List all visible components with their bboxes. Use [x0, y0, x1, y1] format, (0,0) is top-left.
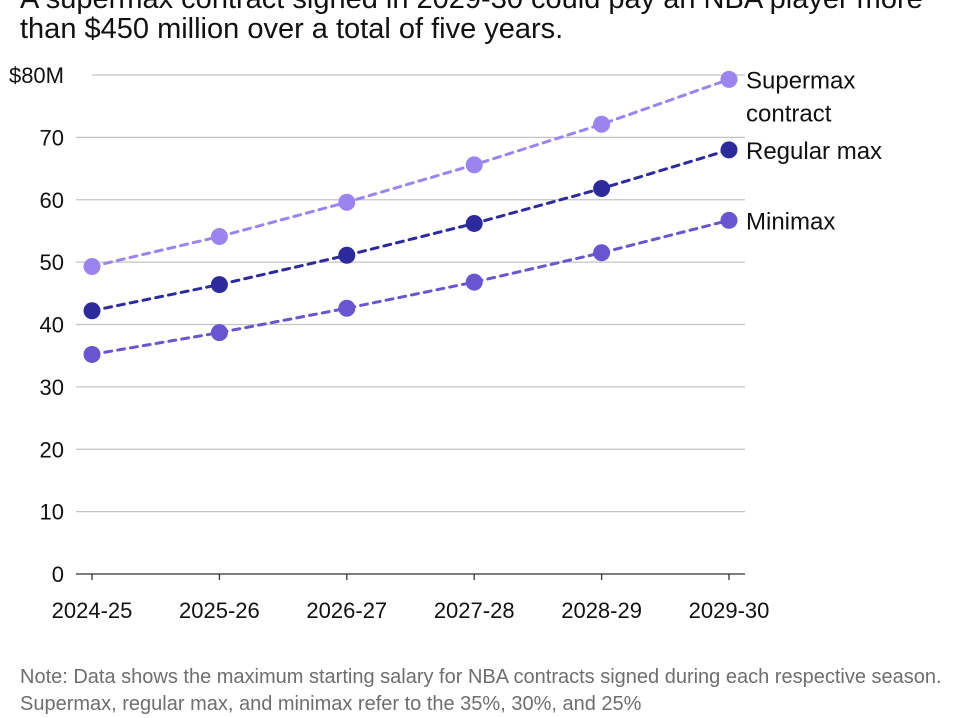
- chart-title: A supermax contract signed in 2029-30 co…: [20, 0, 923, 45]
- data-point: [83, 302, 101, 320]
- data-point: [465, 273, 483, 291]
- y-tick-label: 70: [40, 125, 64, 150]
- y-tick-label: 0: [52, 562, 64, 587]
- line-chart: 0 10 20 30 40 50 60 70 $80M 2024-25 2025-26 2026-27…: [9, 63, 882, 623]
- data-point: [338, 246, 356, 264]
- data-point: [593, 180, 611, 198]
- data-point: [465, 214, 483, 232]
- data-point: [83, 257, 101, 275]
- x-tick-label: 2024-25: [52, 598, 133, 623]
- data-point: [720, 70, 738, 88]
- data-point: [338, 299, 356, 317]
- y-tick-label: 60: [40, 188, 64, 213]
- legend-label: Supermax: [746, 67, 855, 94]
- data-point: [465, 156, 483, 174]
- y-tick-label: $80M: [9, 63, 64, 88]
- data-point: [720, 141, 738, 159]
- data-point: [210, 228, 228, 246]
- series-line-2: [90, 218, 731, 356]
- x-tick-label: 2028-29: [561, 598, 642, 623]
- chart-note: Note: Data shows the maximum starting sa…: [20, 666, 942, 715]
- x-tick-label: 2029-30: [689, 598, 770, 623]
- data-point: [210, 276, 228, 294]
- series-line-0: [90, 77, 731, 268]
- data-point: [593, 244, 611, 262]
- data-point: [210, 324, 228, 342]
- legend-label: contract: [746, 100, 832, 127]
- data-point: [720, 211, 738, 229]
- data-point: [593, 115, 611, 133]
- x-tick-label: 2027-28: [434, 598, 515, 623]
- data-point: [338, 193, 356, 211]
- y-tick-label: 10: [40, 500, 64, 525]
- x-tick-label: 2026-27: [306, 598, 387, 623]
- y-tick-label: 50: [40, 250, 64, 275]
- data-point: [83, 345, 101, 363]
- y-tick-label: 30: [40, 375, 64, 400]
- y-tick-label: 40: [40, 313, 64, 338]
- series-line-1: [90, 148, 731, 313]
- legend-label: Regular max: [746, 138, 882, 165]
- y-tick-label: 20: [40, 437, 64, 462]
- legend-label: Minimax: [746, 208, 835, 235]
- x-tick-label: 2025-26: [179, 598, 260, 623]
